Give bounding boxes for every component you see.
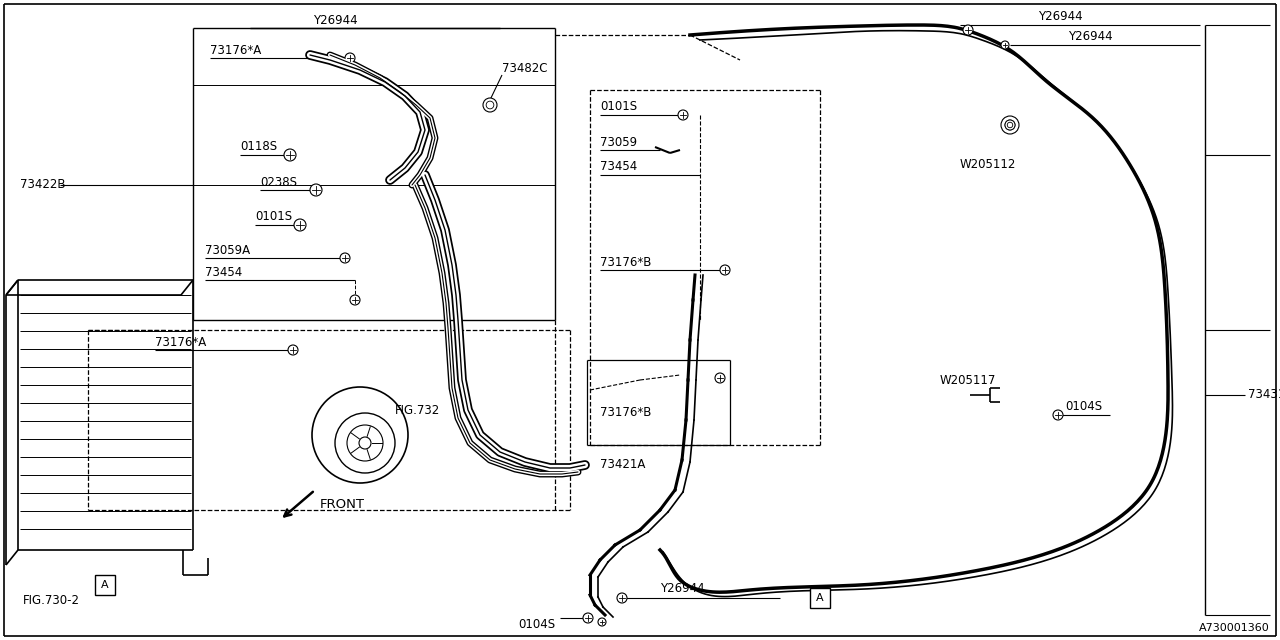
- Circle shape: [1001, 41, 1009, 49]
- Text: 73176*B: 73176*B: [600, 255, 652, 269]
- Text: FIG.730-2: FIG.730-2: [23, 593, 79, 607]
- Circle shape: [582, 613, 593, 623]
- Text: 0238S: 0238S: [260, 175, 297, 189]
- Text: 73059A: 73059A: [205, 243, 250, 257]
- Circle shape: [483, 98, 497, 112]
- Circle shape: [294, 219, 306, 231]
- Circle shape: [349, 295, 360, 305]
- Circle shape: [678, 110, 689, 120]
- Text: 73454: 73454: [205, 266, 242, 278]
- Circle shape: [340, 253, 349, 263]
- Circle shape: [284, 149, 296, 161]
- Circle shape: [716, 373, 724, 383]
- Text: A730001360: A730001360: [1199, 623, 1270, 633]
- Text: 0118S: 0118S: [241, 141, 278, 154]
- Text: 73176*A: 73176*A: [155, 335, 206, 349]
- Text: 73421A: 73421A: [600, 458, 645, 472]
- Text: 73422B: 73422B: [20, 179, 65, 191]
- Text: Y26944: Y26944: [660, 582, 704, 595]
- Bar: [810, 588, 829, 608]
- Circle shape: [719, 265, 730, 275]
- Text: 0101S: 0101S: [255, 211, 292, 223]
- Circle shape: [1001, 116, 1019, 134]
- Circle shape: [310, 184, 323, 196]
- Circle shape: [346, 53, 355, 63]
- Circle shape: [358, 437, 371, 449]
- Text: 73482C: 73482C: [502, 61, 548, 74]
- Text: 73176*B: 73176*B: [600, 406, 652, 419]
- Circle shape: [335, 413, 396, 473]
- Text: 0104S: 0104S: [518, 618, 556, 632]
- Text: FIG.732: FIG.732: [396, 403, 440, 417]
- Text: Y26944: Y26944: [1068, 31, 1112, 44]
- Text: W205117: W205117: [940, 374, 996, 387]
- Circle shape: [963, 25, 973, 35]
- Circle shape: [312, 387, 408, 483]
- Text: 73176*A: 73176*A: [210, 44, 261, 56]
- Text: 0104S: 0104S: [1065, 401, 1102, 413]
- Text: Y26944: Y26944: [312, 13, 357, 26]
- Text: 73454: 73454: [600, 161, 637, 173]
- Text: A: A: [101, 580, 109, 590]
- Circle shape: [288, 345, 298, 355]
- Bar: [95, 575, 115, 595]
- Text: A: A: [817, 593, 824, 603]
- Circle shape: [1005, 120, 1015, 130]
- Text: FRONT: FRONT: [320, 499, 365, 511]
- Circle shape: [347, 425, 383, 461]
- Circle shape: [598, 618, 605, 626]
- Text: Y26944: Y26944: [1038, 10, 1083, 24]
- Circle shape: [1053, 410, 1062, 420]
- Text: W205112: W205112: [960, 159, 1016, 172]
- Circle shape: [1007, 122, 1012, 128]
- Circle shape: [617, 593, 627, 603]
- Text: 73431T: 73431T: [1248, 388, 1280, 401]
- Text: 0101S: 0101S: [600, 100, 637, 113]
- Circle shape: [1005, 120, 1015, 130]
- Circle shape: [486, 101, 494, 109]
- Text: 73059: 73059: [600, 136, 637, 148]
